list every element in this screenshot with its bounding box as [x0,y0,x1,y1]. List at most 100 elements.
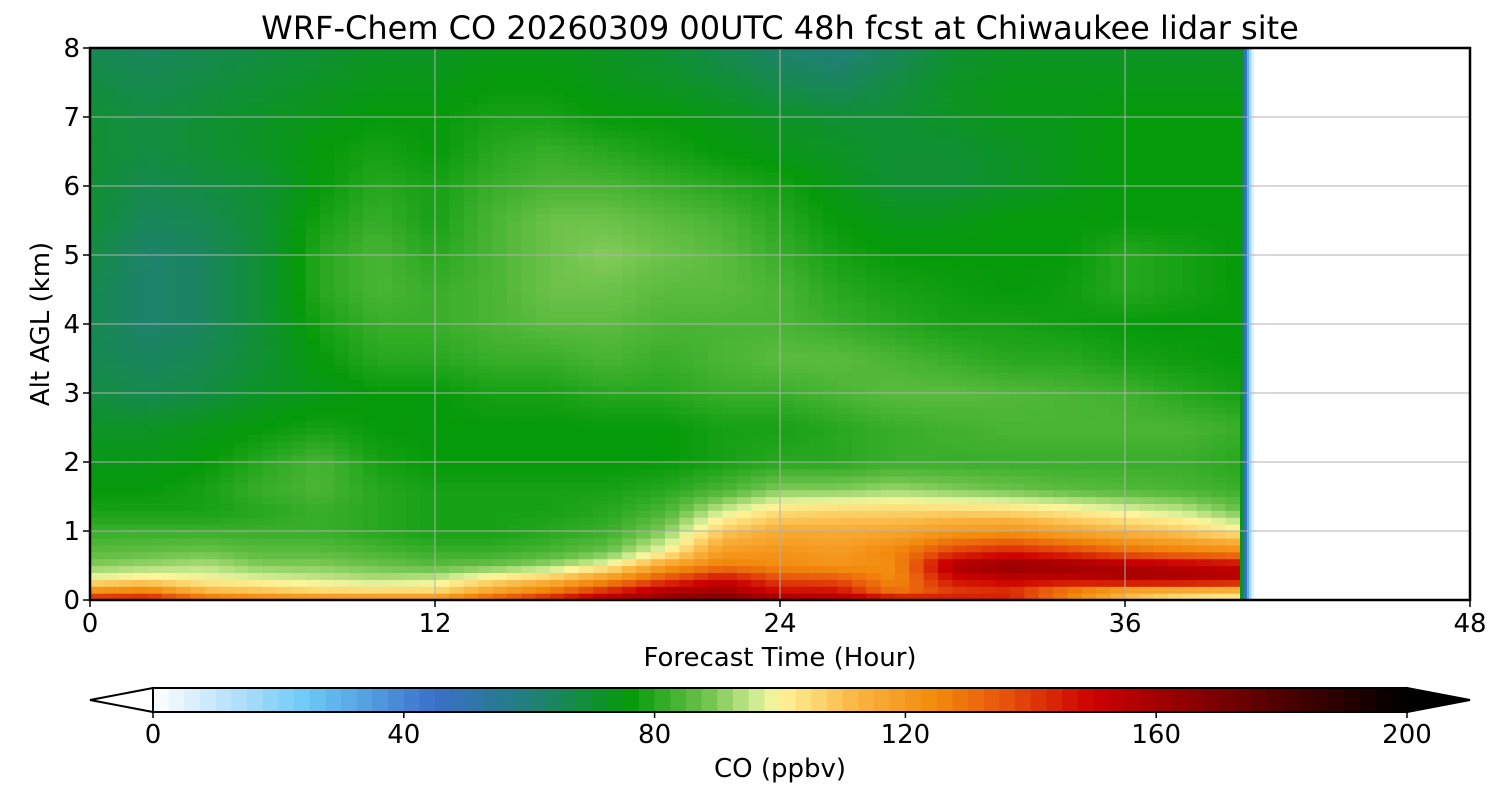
heatmap-cell [276,531,292,539]
heatmap-cell [621,531,637,539]
heatmap-cell [291,227,307,235]
heatmap-cell [348,48,364,56]
heatmap-cell [420,330,436,339]
heatmap-cell [722,496,738,504]
heatmap-cell [334,330,350,339]
heatmap-cell [823,489,839,498]
heatmap-cell [118,586,134,594]
heatmap-cell [909,434,925,442]
heatmap-cell [952,510,968,518]
heatmap-cell [190,489,206,498]
heatmap-cell [794,324,810,332]
heatmap-cell [219,282,235,291]
heatmap-cell [708,572,724,580]
heatmap-cell [320,268,335,277]
heatmap-cell [708,275,724,284]
heatmap-cell [420,427,436,435]
heatmap-cell [305,144,321,153]
heatmap-cell [938,386,954,394]
heatmap-cell [880,324,896,332]
heatmap-cell [751,551,767,560]
heatmap-cell [621,441,637,449]
heatmap-cell [765,227,781,235]
heatmap-cell [334,103,350,111]
heatmap-cell [262,165,278,173]
heatmap-cell [262,330,278,339]
heatmap-cell [391,234,407,242]
heatmap-cell [363,565,379,573]
heatmap-cell [190,317,206,325]
heatmap-cell [118,61,134,70]
heatmap-cell [305,54,321,63]
heatmap-cell [305,386,321,394]
heatmap-cell [722,337,738,346]
heatmap-cell [794,358,810,366]
heatmap-cell [923,96,939,104]
heatmap-cell [952,186,968,194]
heatmap-cell [320,324,335,332]
heatmap-cell [291,496,307,504]
heatmap-cell [90,482,105,491]
heatmap-cell [478,68,494,77]
heatmap-cell [909,255,925,263]
heatmap-cell [765,213,781,222]
heatmap-cell [550,220,565,228]
heatmap-cell [492,137,508,146]
heatmap-cell [780,510,795,518]
heatmap-cell [765,268,781,277]
heatmap-cell [233,172,249,180]
heatmap-cell [564,261,580,270]
heatmap-cell [636,393,652,401]
heatmap-cell [262,482,278,491]
heatmap-cell [578,137,594,146]
heatmap-cell [665,248,680,256]
heatmap-cell [693,241,709,249]
heatmap-cell [765,103,781,111]
heatmap-cell [262,234,278,242]
heatmap-cell [435,344,450,353]
heatmap-cell [190,268,206,277]
heatmap-cell [952,172,968,180]
heatmap-cell [420,482,436,491]
heatmap-cell [578,158,594,166]
heatmap-cell [909,89,925,97]
heatmap-cell [449,179,465,187]
heatmap-cell [722,586,738,594]
heatmap-cell [118,475,134,484]
heatmap-cell [363,413,379,422]
heatmap-cell [449,565,465,573]
heatmap-cell [866,268,882,277]
heatmap-cell [276,96,292,104]
heatmap-cell [406,324,422,332]
heatmap-cell [219,165,235,173]
heatmap-cell [866,261,882,270]
heatmap-cell [262,144,278,153]
heatmap-cell [363,275,379,284]
heatmap-cell [391,282,407,291]
heatmap-cell [104,420,120,429]
heatmap-cell [679,448,695,456]
heatmap-cell [751,234,767,242]
heatmap-cell [851,186,867,194]
heatmap-cell [780,275,795,284]
heatmap-cell [506,351,522,360]
heatmap-cell [808,475,824,484]
heatmap-cell [176,158,192,166]
heatmap-cell [665,213,680,222]
heatmap-cell [923,551,939,560]
heatmap-cell [780,241,795,249]
heatmap-cell [880,296,896,304]
heatmap-cell [923,172,939,180]
heatmap-cell [276,255,292,263]
heatmap-cell [205,482,220,491]
heatmap-cell [205,351,220,360]
heatmap-cell [320,123,335,132]
heatmap-cell [722,110,738,118]
heatmap-cell [435,179,450,187]
heatmap-cell [923,413,939,422]
heatmap-cell [808,406,824,415]
heatmap-cell [147,61,163,70]
heatmap-cell [866,344,882,353]
heatmap-cell [291,344,307,353]
heatmap-cell [492,420,508,429]
